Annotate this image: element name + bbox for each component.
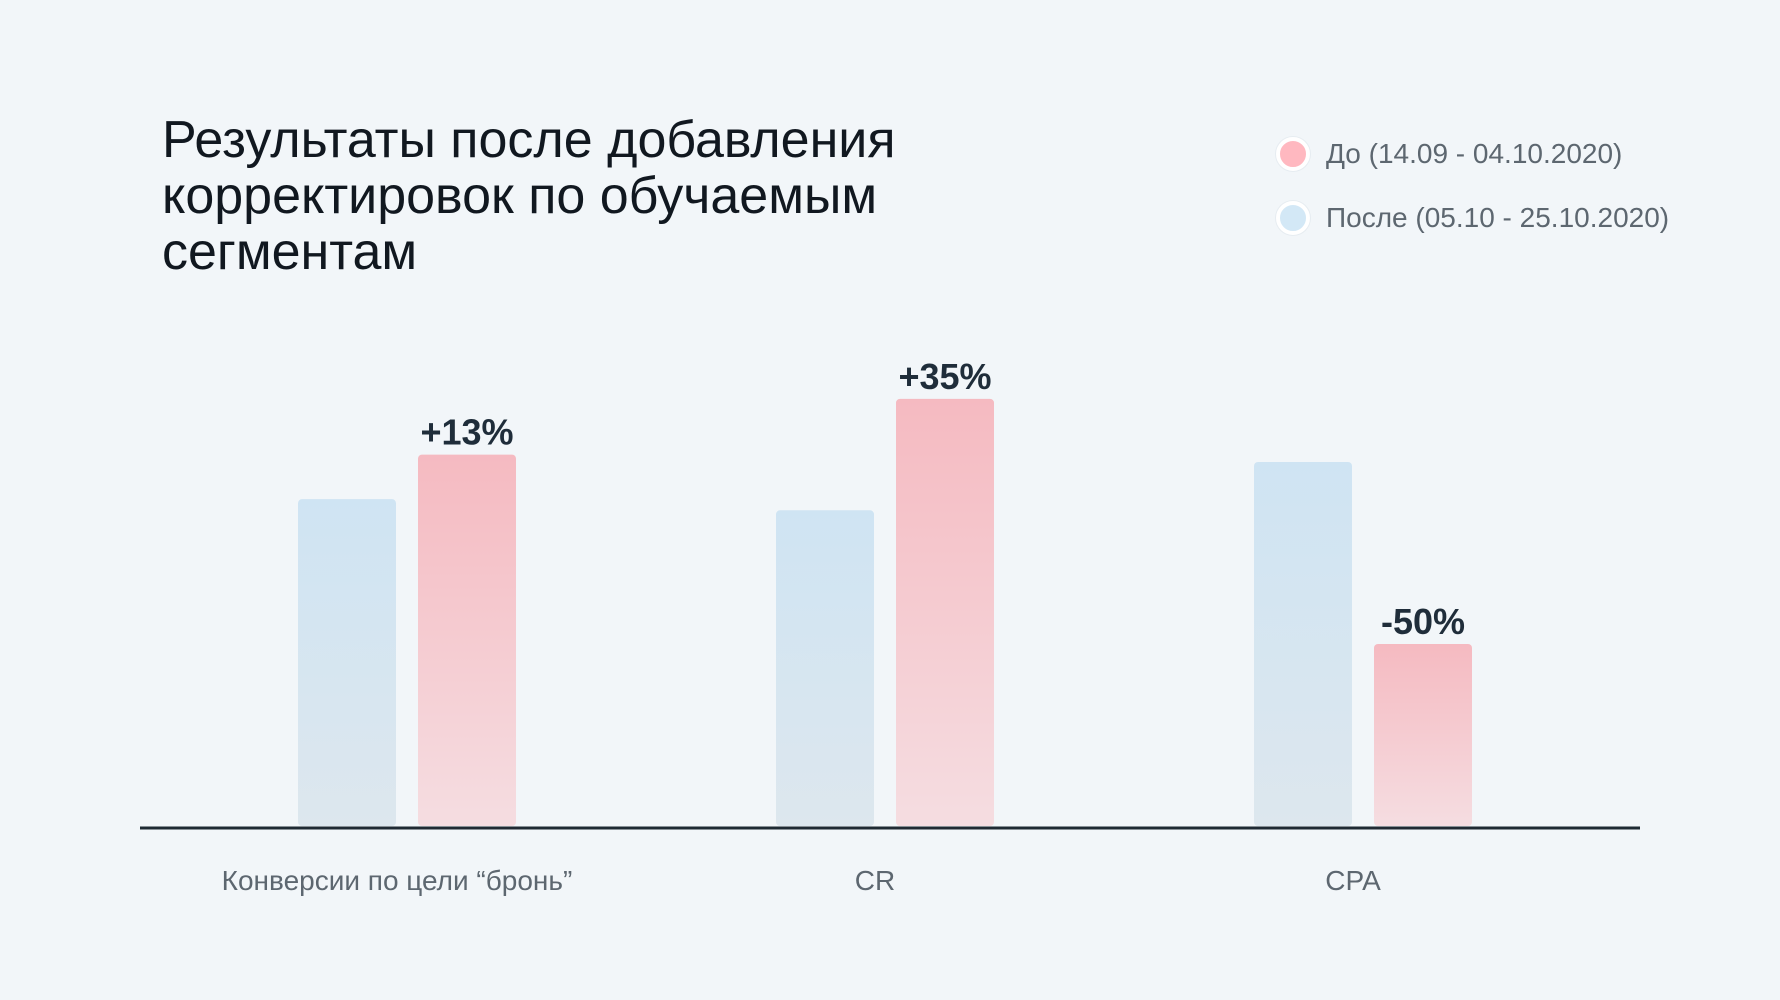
bar-after-0 bbox=[298, 499, 396, 826]
data-label-0: +13% bbox=[420, 412, 513, 453]
bar-after-1 bbox=[776, 510, 874, 826]
bar-before-1 bbox=[896, 398, 994, 826]
bar-before-0 bbox=[418, 454, 516, 826]
legend-item-after: После (05.10 - 25.10.2020) bbox=[1276, 198, 1669, 238]
category-label-1: CR bbox=[855, 865, 895, 896]
legend-label-after: После (05.10 - 25.10.2020) bbox=[1326, 202, 1670, 233]
legend: До (14.09 - 04.10.2020) После (05.10 - 2… bbox=[1276, 134, 1669, 262]
category-label-2: CPA bbox=[1325, 865, 1381, 896]
bar-before-2 bbox=[1374, 644, 1472, 826]
chart-title: Результаты после добавления корректирово… bbox=[162, 111, 896, 281]
legend-dot-after-icon bbox=[1276, 201, 1310, 235]
bar-after-2 bbox=[1254, 462, 1352, 826]
data-label-1: +35% bbox=[898, 356, 991, 397]
category-label-0: Конверсии по цели “бронь” bbox=[222, 865, 573, 896]
legend-label-before: До (14.09 - 04.10.2020) bbox=[1326, 138, 1623, 169]
data-label-2: -50% bbox=[1381, 601, 1465, 642]
legend-item-before: До (14.09 - 04.10.2020) bbox=[1276, 134, 1669, 174]
legend-dot-before-icon bbox=[1276, 137, 1310, 171]
